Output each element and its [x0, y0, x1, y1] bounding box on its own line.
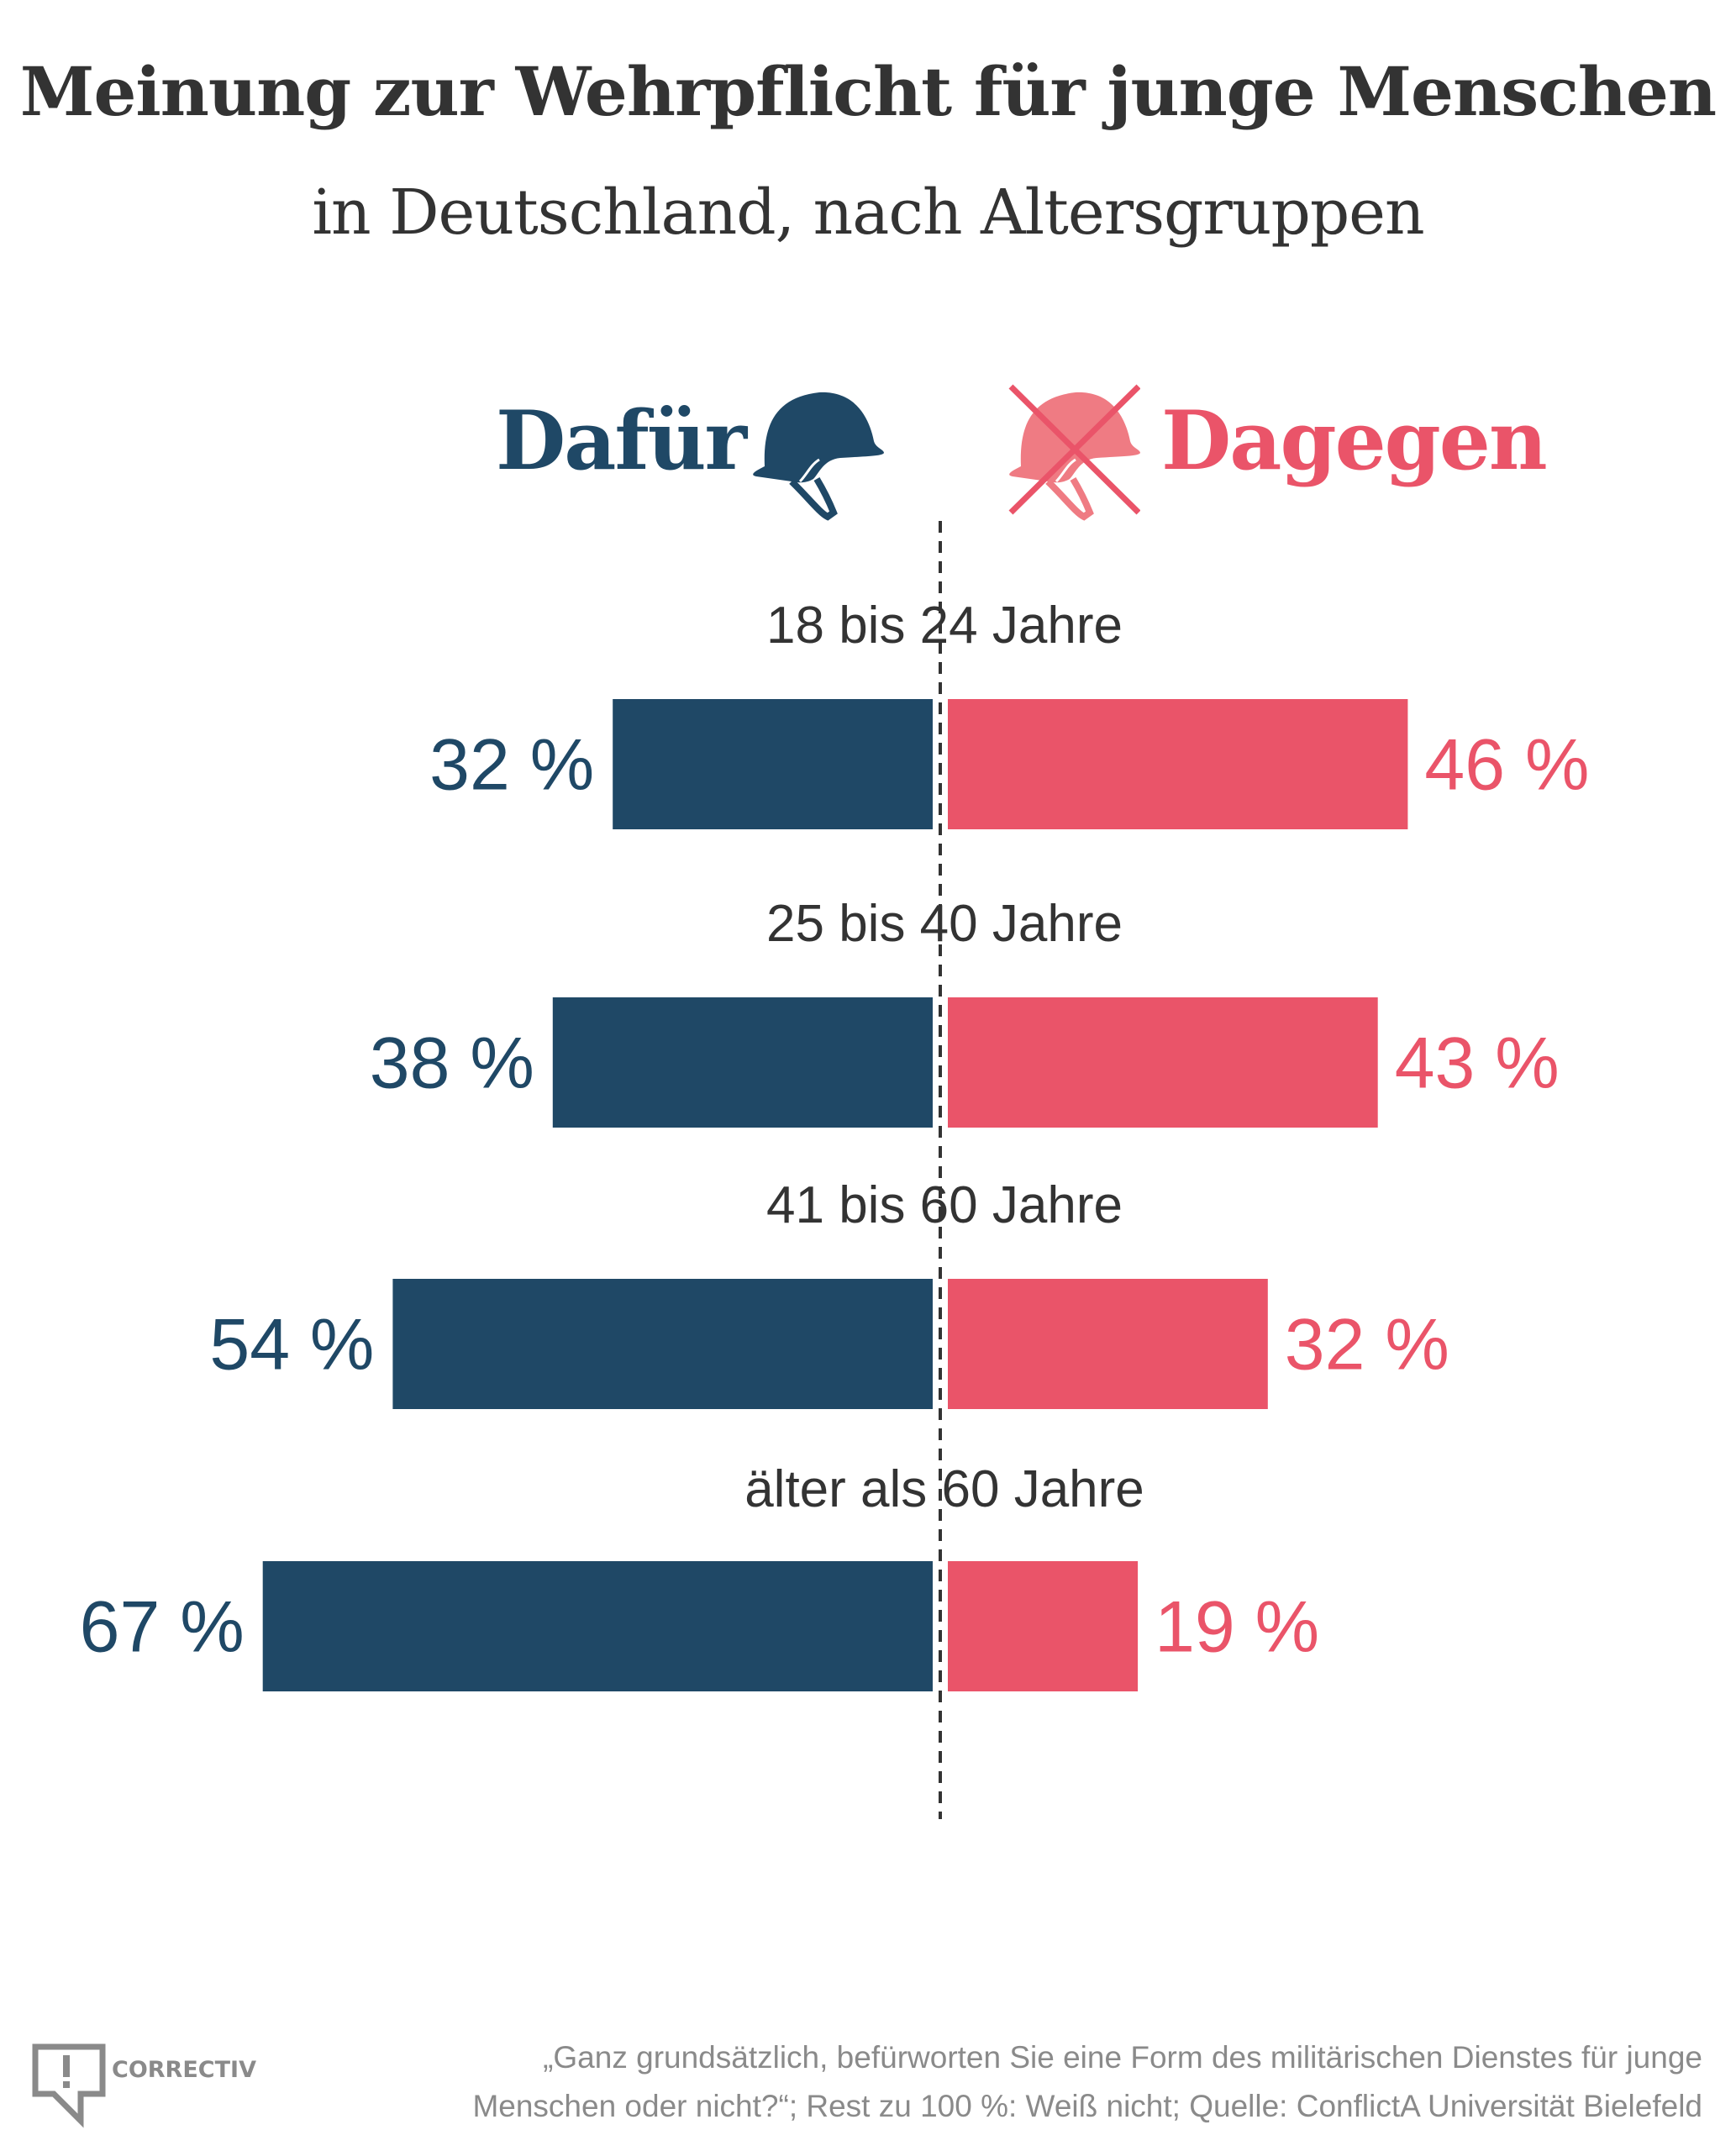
category-label: 25 bis 40 Jahre — [766, 895, 1123, 953]
value-label-for: 38 % — [370, 1023, 534, 1104]
value-label-against: 46 % — [1424, 725, 1589, 806]
value-label-against: 19 % — [1155, 1587, 1319, 1668]
chart-subtitle: in Deutschland, nach Altersgruppen — [312, 176, 1424, 249]
correctiv-logo-text: CORRECTIV — [112, 2057, 256, 2083]
legend-for-label: Dafür — [496, 393, 747, 488]
chart-title: Meinung zur Wehrpflicht für junge Mensch… — [19, 52, 1717, 131]
source-note-line-1: „Ganz grundsätzlich, befürworten Sie ein… — [543, 2040, 1702, 2075]
crossed-helmet-icon — [1008, 384, 1140, 521]
helmet-icon — [753, 392, 884, 521]
diverging-bar-chart: 18 bis 24 Jahre 32 % 46 % 25 bis 40 Jahre 38… — [80, 521, 1589, 1819]
value-label-against: 43 % — [1395, 1023, 1560, 1104]
bar-against — [948, 699, 1408, 829]
bar-against — [948, 1561, 1139, 1691]
bar-for — [552, 997, 933, 1128]
source-note: „Ganz grundsätzlich, befürworten Sie ein… — [257, 2033, 1702, 2131]
value-label-against: 32 % — [1285, 1305, 1449, 1386]
category-label: 41 bis 60 Jahre — [766, 1176, 1123, 1234]
value-label-for: 32 % — [429, 725, 594, 806]
category-label: älter als 60 Jahre — [744, 1460, 1144, 1518]
value-label-for: 67 % — [80, 1587, 245, 1668]
bar-for — [613, 699, 933, 829]
legend-against-label: Dagegen — [1161, 393, 1548, 488]
correctiv-logo-icon — [32, 2043, 106, 2128]
bar-against — [948, 997, 1378, 1128]
bar-against — [948, 1279, 1268, 1409]
source-note-line-2: Menschen oder nicht?“; Rest zu 100 %: We… — [472, 2089, 1702, 2123]
bar-for — [392, 1279, 933, 1409]
value-label-for: 54 % — [209, 1305, 374, 1386]
bar-for — [262, 1561, 933, 1691]
category-label: 18 bis 24 Jahre — [766, 597, 1123, 655]
